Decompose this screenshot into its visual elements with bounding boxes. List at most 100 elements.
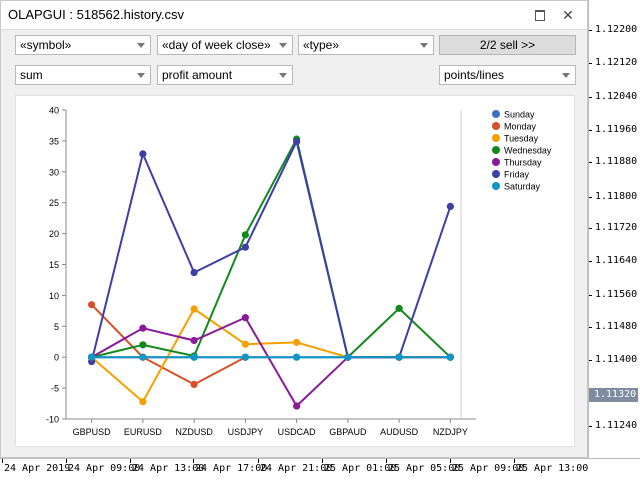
legend-label: Monday (504, 122, 537, 132)
data-point-thursday (241, 314, 249, 322)
data-point-saturday (293, 353, 301, 361)
price-axis: 1.12200 1.12120 1.12040 1.11960 1.11880 1.118… (588, 0, 640, 458)
time-axis: 24 Apr 2019 24 Apr 09:00 24 Apr 13:00 24 Ap… (0, 458, 640, 481)
data-point-wednesday (241, 231, 249, 239)
type-selector-value: «type» (303, 38, 340, 52)
price-tick-label: 1.11240 (589, 420, 640, 432)
legend-marker-wednesday (492, 146, 500, 154)
time-tick-label: 25 Apr 01:00 (321, 459, 397, 474)
y-tick-label: -10 (46, 415, 59, 425)
price-tick-label: 1.12120 (589, 57, 640, 69)
legend-marker-friday (492, 170, 500, 178)
data-point-friday (241, 243, 249, 251)
price-tick-label: 1.11640 (589, 255, 640, 267)
x-tick-label: GBPUSD (73, 427, 112, 437)
time-tick-label: 24 Apr 2019 (1, 459, 71, 474)
x-tick-label: USDJPY (228, 427, 264, 437)
day-of-week-selector-value: «day of week close» (162, 38, 271, 52)
y-tick-label: 40 (49, 106, 59, 116)
data-point-wednesday (395, 304, 403, 312)
day-of-week-selector[interactable]: «day of week close» (157, 35, 293, 55)
data-point-thursday (190, 336, 198, 345)
price-tick-label: 1.11720 (589, 222, 640, 234)
y-tick-label: 35 (49, 136, 59, 146)
price-tick-label: 1.11560 (589, 289, 640, 301)
legend-label: Sunday (504, 110, 535, 120)
time-tick-label: 25 Apr 05:00 (385, 459, 461, 474)
time-tick-label: 24 Apr 17:00 (192, 459, 268, 474)
y-tick-label: 15 (49, 260, 59, 270)
legend-label: Friday (504, 170, 530, 180)
legend-marker-thursday (492, 158, 500, 166)
type-selector[interactable]: «type» (298, 35, 434, 55)
y-tick-label: 30 (49, 167, 59, 177)
time-tick-label: 25 Apr 09:00 (449, 459, 525, 474)
data-point-saturday (190, 353, 198, 361)
field-selector[interactable]: profit amount (157, 65, 293, 85)
data-point-thursday (293, 402, 301, 410)
legend-marker-saturday (492, 182, 500, 190)
data-point-monday (88, 301, 96, 309)
data-point-tuesday (293, 338, 301, 346)
symbol-selector[interactable]: «symbol» (15, 35, 151, 55)
legend-label: Thursday (504, 158, 542, 168)
restore-icon[interactable] (533, 8, 547, 22)
chevron-down-icon (279, 73, 287, 78)
y-tick-label: 25 (49, 198, 59, 208)
data-point-wednesday (139, 341, 147, 349)
data-point-saturday (446, 353, 454, 361)
sell-button[interactable]: 2/2 sell >> (439, 35, 576, 55)
price-tick-label: 1.11880 (589, 156, 640, 168)
data-point-saturday (241, 353, 249, 361)
time-tick-label: 25 Apr 13:00 (513, 459, 589, 474)
legend-label: Tuesday (504, 134, 539, 144)
series-line-thursday (91, 316, 451, 408)
aggregator-selector-value: sum (20, 68, 43, 82)
title-bar[interactable]: OLAPGUI : 518562.history.csv ✕ (1, 1, 587, 30)
x-tick-label: NZDUSD (175, 427, 213, 437)
window-title: OLAPGUI : 518562.history.csv (8, 7, 185, 22)
field-selector-value: profit amount (162, 68, 233, 82)
x-tick-label: EURUSD (124, 427, 163, 437)
x-tick-label: GBPAUD (329, 427, 367, 437)
x-tick-label: NZDJPY (433, 427, 468, 437)
time-tick-label: 24 Apr 09:00 (65, 459, 141, 474)
current-price-label: 1.11320 (589, 388, 638, 402)
time-tick-label: 24 Apr 13:00 (129, 459, 205, 474)
series-line-monday (90, 303, 246, 386)
data-point-thursday (139, 324, 147, 332)
legend-label: Wednesday (504, 146, 552, 156)
time-tick-label: 24 Apr 21:00 (257, 459, 333, 474)
close-icon[interactable]: ✕ (562, 7, 574, 23)
data-point-tuesday (190, 305, 198, 313)
chevron-down-icon (420, 43, 428, 48)
data-point-friday (446, 202, 454, 211)
aggregator-selector[interactable]: sum (15, 65, 151, 85)
symbol-selector-value: «symbol» (20, 38, 72, 52)
legend-label: Saturday (504, 182, 541, 192)
y-tick-label: 10 (49, 291, 59, 301)
y-tick-label: 5 (54, 322, 59, 332)
olapgui-window: OLAPGUI : 518562.history.csv ✕ «symbol» … (0, 0, 588, 458)
chevron-down-icon (137, 73, 145, 78)
legend-marker-monday (492, 122, 500, 130)
data-point-saturday (139, 353, 147, 361)
line-chart: -10 -5 0 5 10 15 20 25 30 35 40 GBPUSD EURUSD NZDUSD U… (46, 106, 552, 438)
y-tick-label: 20 (49, 229, 59, 239)
data-point-friday (190, 268, 198, 277)
chevron-down-icon (279, 43, 287, 48)
data-point-friday (293, 137, 301, 146)
graph-type-selector-value: points/lines (444, 68, 505, 82)
graph-type-selector[interactable]: points/lines (439, 65, 576, 85)
data-point-saturday (88, 353, 96, 361)
legend-marker-sunday (492, 110, 500, 118)
data-point-saturday (395, 353, 403, 361)
chart-area: -10 -5 0 5 10 15 20 25 30 35 40 GBPUSD EURUSD NZDUSD U… (15, 95, 575, 447)
price-tick-label: 1.11480 (589, 321, 640, 333)
y-tick-label: -5 (51, 384, 59, 394)
data-point-monday (190, 380, 198, 388)
data-point-tuesday (241, 340, 249, 348)
chevron-down-icon (562, 73, 570, 78)
series-line-wednesday (91, 136, 452, 360)
price-tick-label: 1.11800 (589, 191, 640, 203)
